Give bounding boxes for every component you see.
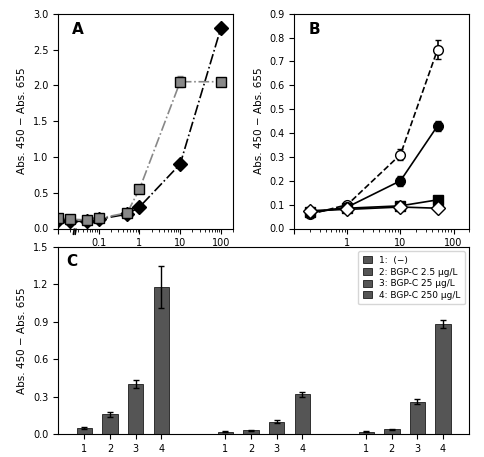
Text: A: A xyxy=(72,22,84,37)
X-axis label: BGP-C (μg/L): BGP-C (μg/L) xyxy=(347,254,417,264)
Bar xyxy=(436,324,451,434)
Text: C: C xyxy=(66,254,77,269)
Y-axis label: Abs. 450 − Abs. 655: Abs. 450 − Abs. 655 xyxy=(17,68,27,175)
Y-axis label: Abs. 450 − Abs. 655: Abs. 450 − Abs. 655 xyxy=(254,68,264,175)
Bar xyxy=(410,402,425,434)
Bar xyxy=(243,430,258,434)
Y-axis label: Abs. 450 − Abs. 655: Abs. 450 − Abs. 655 xyxy=(17,287,28,394)
Bar xyxy=(128,384,143,434)
Bar xyxy=(218,432,233,434)
Legend: 1:  (−), 2: BGP-C 2.5 μg/L, 3: BGP-C 25 μg/L, 4: BGP-C 250 μg/L: 1: (−), 2: BGP-C 2.5 μg/L, 3: BGP-C 25 μ… xyxy=(358,251,465,304)
Bar xyxy=(103,414,118,434)
Bar xyxy=(269,422,284,434)
Bar xyxy=(77,428,92,434)
Bar xyxy=(295,394,310,434)
X-axis label: BGP-C (μg/L): BGP-C (μg/L) xyxy=(110,254,181,264)
Bar xyxy=(153,287,169,434)
Bar xyxy=(359,432,374,434)
Bar xyxy=(384,429,400,434)
Text: B: B xyxy=(308,22,320,37)
